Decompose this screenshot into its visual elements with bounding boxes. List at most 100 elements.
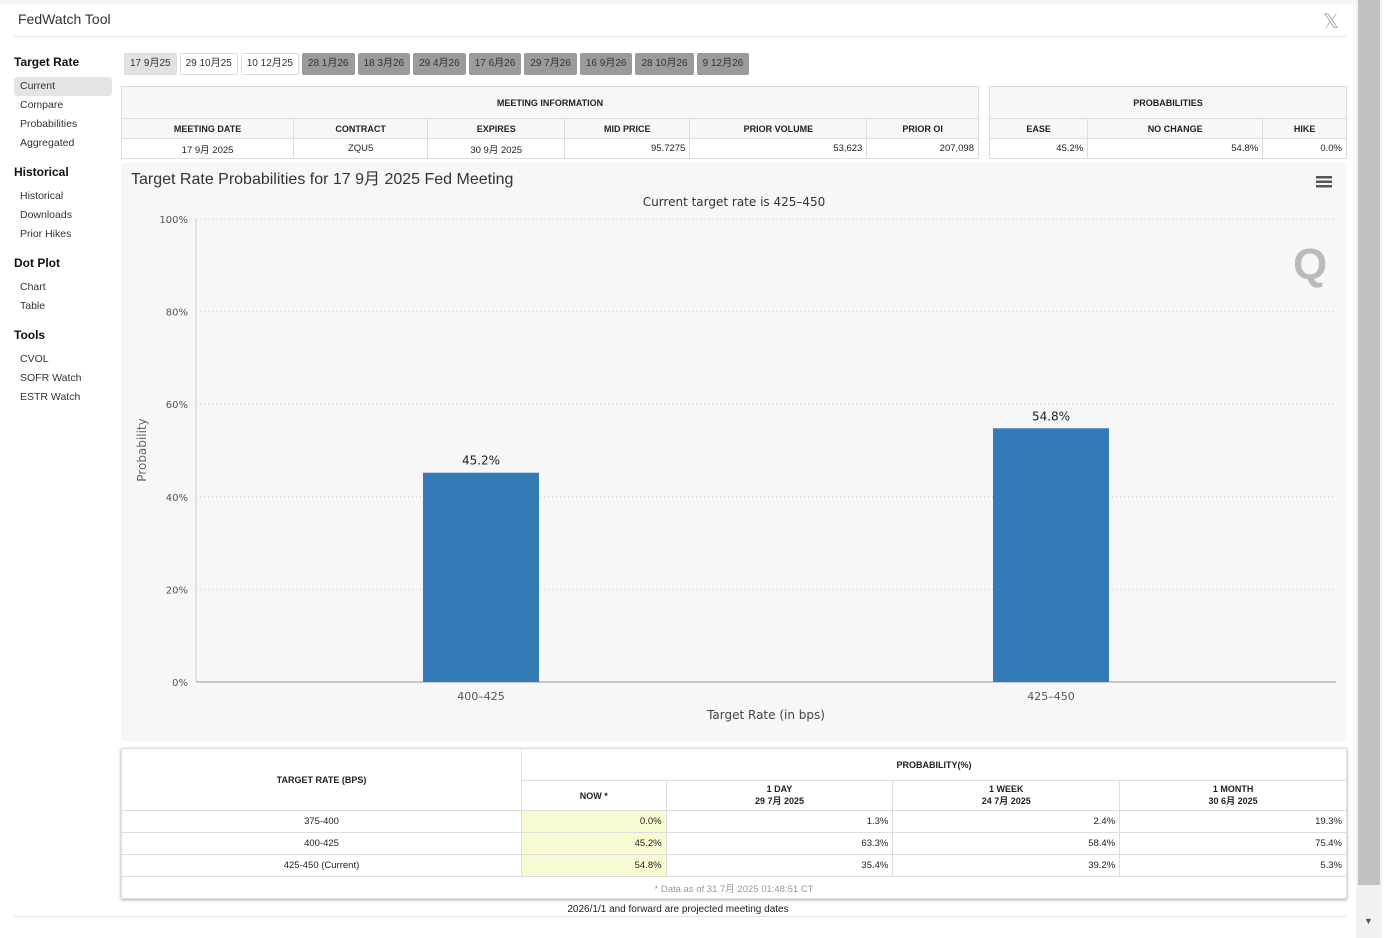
scrollbar-thumb[interactable] xyxy=(1358,0,1380,885)
sidebar-item-probabilities[interactable]: Probabilities xyxy=(20,118,78,130)
table-cell: 1.3% xyxy=(665,810,894,833)
sidebar-item-current[interactable]: Current xyxy=(14,77,112,96)
chart-subtitle: Current target rate is 425–450 xyxy=(643,195,826,209)
probabilities-title: PROBABILITIES xyxy=(989,86,1347,119)
table-cell: 0.0% xyxy=(1262,138,1347,159)
column-label: 1 MONTH xyxy=(1212,784,1254,794)
tab-meeting-date[interactable]: 10 12月25 xyxy=(240,53,299,75)
sidebar-item-compare[interactable]: Compare xyxy=(20,99,64,111)
y-tick-label: 80% xyxy=(166,308,188,319)
projected-dates-note: 2026/1/1 and forward are projected meeti… xyxy=(567,904,789,915)
menu-icon[interactable] xyxy=(1316,176,1332,188)
meeting-info-table: MEETING INFORMATION MEETING DATE CONTRACT… xyxy=(120,86,979,159)
tab-meeting-date[interactable]: 16 9月26 xyxy=(579,53,633,75)
divider xyxy=(14,916,1346,917)
sidebar-heading: Tools xyxy=(14,328,46,342)
sidebar-group: Dot Plot Chart Table xyxy=(14,256,112,316)
table-cell: 400-425 xyxy=(121,832,522,855)
table-cell: 75.4% xyxy=(1119,832,1347,855)
column-header: PRIOR OI xyxy=(866,118,979,139)
table-cell: 54.8% xyxy=(1087,138,1264,159)
table-cell: 5.3% xyxy=(1119,854,1347,877)
table-row: 425-450 (Current) 54.8% 35.4% 39.2% 5.3% xyxy=(121,854,1347,877)
column-date: 29 7月 2025 xyxy=(754,796,804,806)
sidebar-heading: Target Rate xyxy=(14,55,80,69)
table-cell: 63.3% xyxy=(665,832,894,855)
column-header: MID PRICE xyxy=(564,118,691,139)
x-axis-label: Target Rate (in bps) xyxy=(706,708,825,722)
x-tick-label: 425–450 xyxy=(1027,690,1075,703)
data-label: 45.2% xyxy=(462,454,500,468)
y-axis-label: Probability xyxy=(135,418,149,481)
sidebar-heading: Dot Plot xyxy=(14,256,60,270)
tab-meeting-date[interactable]: 29 7月26 xyxy=(524,53,577,75)
tab-meeting-date[interactable]: 29 10月25 xyxy=(179,53,238,75)
data-as-of-note: * Data as of 31 7月 2025 01:48:51 CT xyxy=(121,876,1347,899)
sidebar-item-chart[interactable]: Chart xyxy=(20,281,46,293)
tab-meeting-date[interactable]: 28 10月26 xyxy=(635,53,694,75)
scroll-down-arrow-icon[interactable]: ▼ xyxy=(1364,916,1373,926)
tab-meeting-date[interactable]: 17 6月26 xyxy=(468,53,522,75)
table-cell: 58.4% xyxy=(892,832,1121,855)
chart-panel: Target Rate Probabilities for 17 9月 2025… xyxy=(121,163,1346,741)
table-cell: 53,623 xyxy=(689,138,868,159)
column-header: 1 MONTH 30 6月 2025 xyxy=(1119,780,1347,811)
column-header: NOW * xyxy=(521,780,667,811)
tab-meeting-date[interactable]: 17 9月25 xyxy=(124,53,177,75)
sidebar-item-table[interactable]: Table xyxy=(20,300,46,312)
column-date: 30 6月 2025 xyxy=(1208,796,1258,806)
table-cell: ZQU5 xyxy=(293,138,429,159)
bar[interactable] xyxy=(993,428,1109,682)
column-header: MEETING DATE xyxy=(120,118,295,139)
y-tick-label: 20% xyxy=(166,585,188,596)
sidebar-item-downloads[interactable]: Downloads xyxy=(20,209,72,221)
sidebar-item-estr-watch[interactable]: ESTR Watch xyxy=(20,391,81,403)
table-cell: 0.0% xyxy=(521,810,667,833)
sidebar-group: Historical Historical Downloads Prior Hikes xyxy=(14,165,112,244)
probabilities-table: PROBABILITIES EASE NO CHANGE HIKE 45.2% 54.8… xyxy=(988,86,1347,159)
top-bar xyxy=(0,0,1356,4)
sidebar-item-prior-hikes[interactable]: Prior Hikes xyxy=(20,228,72,240)
tab-meeting-date[interactable]: 28 1月26 xyxy=(301,53,355,75)
x-close-icon[interactable]: 𝕏 xyxy=(1323,11,1340,33)
column-header: EXPIRES xyxy=(427,118,566,139)
column-label: 1 DAY xyxy=(766,784,793,794)
column-header: HIKE xyxy=(1262,118,1347,139)
column-header: CONTRACT xyxy=(293,118,429,139)
target-rate-header: TARGET RATE (BPS) xyxy=(121,748,522,811)
tab-meeting-date[interactable]: 29 4月26 xyxy=(413,53,466,75)
meeting-tabs: 17 9月25 29 10月25 10 12月25 28 1月26 18 3月26 29 … xyxy=(124,53,750,75)
data-label: 54.8% xyxy=(1032,409,1070,423)
table-cell: 19.3% xyxy=(1119,810,1347,833)
sidebar-item-aggregated[interactable]: Aggregated xyxy=(20,137,75,149)
table-cell: 207,098 xyxy=(866,138,979,159)
x-tick-label: 400–425 xyxy=(457,690,505,703)
bar[interactable] xyxy=(423,472,539,682)
table-cell: 39.2% xyxy=(892,854,1121,877)
sidebar-group: Tools CVOL SOFR Watch ESTR Watch xyxy=(14,328,112,407)
column-label: 1 WEEK xyxy=(989,784,1024,794)
table-cell: 425-450 (Current) xyxy=(121,854,522,877)
sidebar: Target Rate Current Compare Probabilities Ag… xyxy=(14,55,112,419)
column-header: PRIOR VOLUME xyxy=(689,118,868,139)
y-tick-label: 100% xyxy=(159,215,188,226)
y-tick-label: 0% xyxy=(172,678,188,689)
app-title: FedWatch Tool xyxy=(18,11,111,27)
tab-meeting-date[interactable]: 18 3月26 xyxy=(357,53,411,75)
tab-meeting-date[interactable]: 9 12月26 xyxy=(696,53,750,75)
column-header: EASE xyxy=(988,118,1089,139)
table-cell: 35.4% xyxy=(665,854,894,877)
sidebar-group: Target Rate Current Compare Probabilities Ag… xyxy=(14,55,112,153)
column-header: 1 WEEK 24 7月 2025 xyxy=(892,780,1121,811)
sidebar-item-historical[interactable]: Historical xyxy=(20,190,64,202)
table-cell: 54.8% xyxy=(521,854,667,877)
sidebar-item-sofr-watch[interactable]: SOFR Watch xyxy=(20,372,82,384)
scrollbar[interactable]: ▼ xyxy=(1356,0,1382,938)
table-cell: 95.7275 xyxy=(564,138,691,159)
divider xyxy=(14,36,1346,37)
table-cell: 30 9月 2025 xyxy=(427,138,566,159)
column-label: NOW * xyxy=(579,790,608,801)
table-cell: 45.2% xyxy=(988,138,1089,159)
sidebar-item-cvol[interactable]: CVOL xyxy=(20,353,49,365)
sidebar-heading: Historical xyxy=(14,165,69,179)
